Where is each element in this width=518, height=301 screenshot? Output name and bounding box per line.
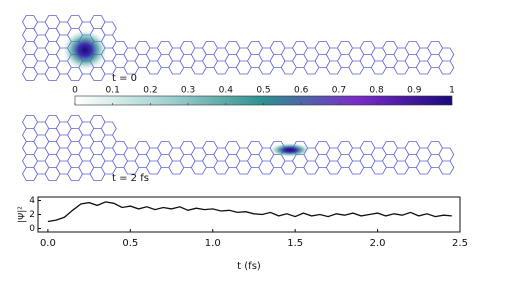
tick-label: 0.2 [143,86,157,96]
x-axis-label: t (fs) [237,261,261,272]
tick-label: 0.8 [369,86,384,96]
y-tick-label: 4 [29,196,35,206]
tick-label: 0.6 [294,86,309,96]
x-tick-label: 0.0 [40,238,56,249]
tick-label: 0.5 [256,86,270,96]
tick-label: 0.4 [219,86,234,96]
wavepacket [270,143,310,157]
y-axis-label: |Ψ|² [18,206,28,223]
y-tick-label: 0 [29,224,35,234]
tick-label: 0.7 [332,86,346,96]
x-tick-label: 2.5 [452,238,468,249]
x-tick-label: 0.5 [122,238,138,249]
tick-label: 0 [72,86,78,96]
tick-label: 0.3 [181,86,195,96]
panel-label: t = 2 fs [112,173,149,184]
wavepacket [63,30,107,70]
line [47,201,452,223]
lattice [22,115,455,181]
x-tick-label: 1.5 [287,238,303,249]
x-tick-label: 2.0 [370,238,386,249]
y-tick-label: 2 [29,210,35,220]
panel-label: t = 0 [112,73,137,84]
x-tick-label: 1.0 [205,238,221,249]
tick-label: 0.1 [106,86,120,96]
tick-label: 0.9 [407,86,422,96]
tick-label: 1 [449,86,455,96]
